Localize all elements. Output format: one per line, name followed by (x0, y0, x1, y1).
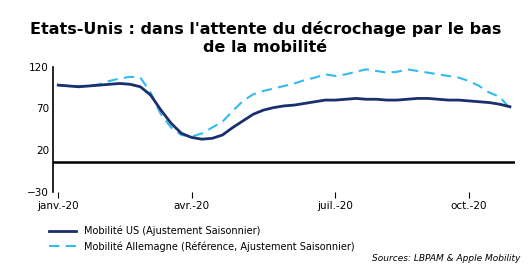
Text: Sources: LBPAM & Apple Mobility: Sources: LBPAM & Apple Mobility (372, 254, 520, 263)
Legend: Mobilité US (Ajustement Saisonnier), Mobilité Allemagne (Référence, Ajustement S: Mobilité US (Ajustement Saisonnier), Mob… (49, 226, 354, 251)
Text: Etats-Unis : dans l'attente du décrochage par le bas
de la mobilité: Etats-Unis : dans l'attente du décrochag… (30, 21, 501, 55)
